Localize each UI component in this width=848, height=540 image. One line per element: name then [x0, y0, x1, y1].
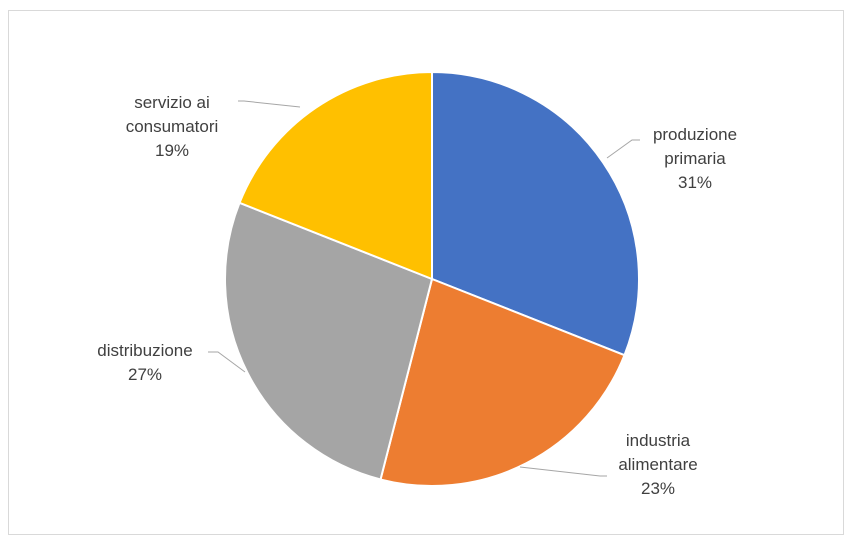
data-label-category: consumatori	[126, 117, 219, 136]
data-label-1: produzione primaria 31%	[653, 125, 737, 192]
data-label-category: alimentare	[618, 455, 697, 474]
data-label-4: servizio ai consumatori 19%	[126, 93, 219, 160]
pie-slice-1	[431, 70, 640, 357]
pie-slice-2	[379, 277, 626, 487]
data-label-category: servizio ai	[134, 93, 210, 112]
data-label-3: distribuzione 27%	[97, 341, 192, 384]
data-label-percent: 23%	[641, 479, 675, 498]
leader-lines-group	[208, 100, 640, 477]
data-label-category: produzione	[653, 125, 737, 144]
leader-line-1	[606, 139, 640, 159]
pie-slice-4	[238, 70, 433, 281]
leader-line-2	[519, 466, 607, 477]
leader-line-3	[208, 351, 246, 373]
labels-group: produzione primaria 31% industria alimentare…	[97, 93, 737, 498]
data-label-percent: 19%	[155, 141, 189, 160]
data-label-percent: 31%	[678, 173, 712, 192]
leader-line-4	[238, 100, 301, 108]
pie-slice-3	[224, 201, 434, 481]
data-label-category: industria	[626, 431, 691, 450]
data-label-percent: 27%	[128, 365, 162, 384]
slices-group	[224, 70, 640, 487]
data-label-2: industria alimentare 23%	[618, 431, 697, 498]
data-label-category: primaria	[664, 149, 726, 168]
data-label-category: distribuzione	[97, 341, 192, 360]
